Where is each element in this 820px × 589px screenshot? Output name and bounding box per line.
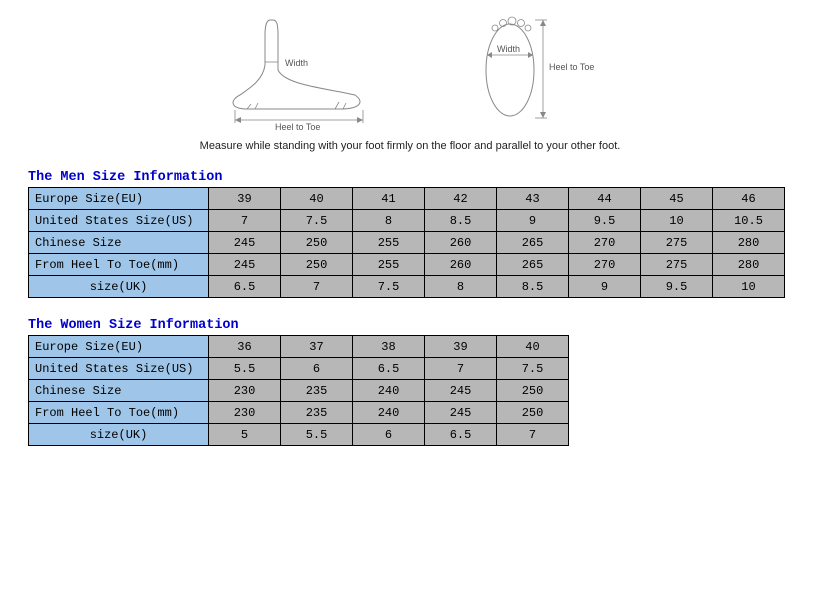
data-cell: 7 [497,424,569,446]
data-cell: 270 [569,232,641,254]
women-size-table: Europe Size(EU)3637383940United States S… [28,335,569,446]
width-label-side: Width [285,58,308,68]
data-cell: 250 [281,254,353,276]
data-cell: 260 [425,254,497,276]
data-cell: 7.5 [281,210,353,232]
data-cell: 245 [425,402,497,424]
data-cell: 36 [209,336,281,358]
row-header: United States Size(US) [29,210,209,232]
data-cell: 260 [425,232,497,254]
diagram-area: Width Heel to Toe Width Heel to T [0,0,820,134]
data-cell: 10 [713,276,785,298]
data-cell: 7 [209,210,281,232]
data-cell: 280 [713,232,785,254]
data-cell: 7 [281,276,353,298]
table-row: Europe Size(EU)3637383940 [29,336,569,358]
data-cell: 38 [353,336,425,358]
data-cell: 7.5 [353,276,425,298]
data-cell: 6 [353,424,425,446]
data-cell: 5.5 [209,358,281,380]
data-cell: 7 [425,358,497,380]
data-cell: 245 [209,254,281,276]
data-cell: 37 [281,336,353,358]
data-cell: 6 [281,358,353,380]
data-cell: 6.5 [425,424,497,446]
data-cell: 255 [353,254,425,276]
data-cell: 5.5 [281,424,353,446]
data-cell: 245 [209,232,281,254]
row-header: From Heel To Toe(mm) [29,254,209,276]
data-cell: 240 [353,380,425,402]
data-cell: 265 [497,232,569,254]
data-cell: 8 [353,210,425,232]
data-cell: 43 [497,188,569,210]
data-cell: 265 [497,254,569,276]
data-cell: 41 [353,188,425,210]
men-section-title: The Men Size Information [0,170,820,185]
row-header: Chinese Size [29,380,209,402]
data-cell: 245 [425,380,497,402]
data-cell: 44 [569,188,641,210]
data-cell: 10.5 [713,210,785,232]
data-cell: 5 [209,424,281,446]
data-cell: 9.5 [569,210,641,232]
table-row: Europe Size(EU)3940414243444546 [29,188,785,210]
data-cell: 42 [425,188,497,210]
data-cell: 6.5 [209,276,281,298]
table-row: Chinese Size245250255260265270275280 [29,232,785,254]
data-cell: 45 [641,188,713,210]
foot-bottom-diagram: Width Heel to Toe [475,10,605,130]
row-header: From Heel To Toe(mm) [29,402,209,424]
data-cell: 8 [425,276,497,298]
data-cell: 7.5 [497,358,569,380]
data-cell: 9.5 [641,276,713,298]
data-cell: 250 [497,402,569,424]
data-cell: 9 [497,210,569,232]
data-cell: 46 [713,188,785,210]
table-row: size(UK)6.577.588.599.510 [29,276,785,298]
data-cell: 230 [209,380,281,402]
foot-side-diagram: Width Heel to Toe [215,10,395,130]
data-cell: 250 [497,380,569,402]
data-cell: 39 [425,336,497,358]
data-cell: 280 [713,254,785,276]
data-cell: 235 [281,402,353,424]
data-cell: 275 [641,232,713,254]
instruction-text: Measure while standing with your foot fi… [0,140,820,152]
heel-toe-label-bottom: Heel to Toe [549,62,594,72]
width-label-bottom: Width [497,44,520,54]
data-cell: 255 [353,232,425,254]
data-cell: 8.5 [425,210,497,232]
row-header: Europe Size(EU) [29,188,209,210]
table-row: United States Size(US)5.566.577.5 [29,358,569,380]
data-cell: 40 [497,336,569,358]
table-row: size(UK)55.566.57 [29,424,569,446]
table-row: Chinese Size230235240245250 [29,380,569,402]
data-cell: 40 [281,188,353,210]
data-cell: 8.5 [497,276,569,298]
table-row: From Heel To Toe(mm)24525025526026527027… [29,254,785,276]
data-cell: 230 [209,402,281,424]
table-row: From Heel To Toe(mm)230235240245250 [29,402,569,424]
data-cell: 275 [641,254,713,276]
heel-toe-label-side: Heel to Toe [275,122,320,130]
row-header: size(UK) [29,424,209,446]
women-section-title: The Women Size Information [0,318,820,333]
data-cell: 235 [281,380,353,402]
row-header: Europe Size(EU) [29,336,209,358]
data-cell: 250 [281,232,353,254]
data-cell: 39 [209,188,281,210]
data-cell: 240 [353,402,425,424]
data-cell: 270 [569,254,641,276]
row-header: size(UK) [29,276,209,298]
row-header: United States Size(US) [29,358,209,380]
data-cell: 6.5 [353,358,425,380]
row-header: Chinese Size [29,232,209,254]
data-cell: 10 [641,210,713,232]
men-size-table: Europe Size(EU)3940414243444546United St… [28,187,785,298]
data-cell: 9 [569,276,641,298]
table-row: United States Size(US)77.588.599.51010.5 [29,210,785,232]
